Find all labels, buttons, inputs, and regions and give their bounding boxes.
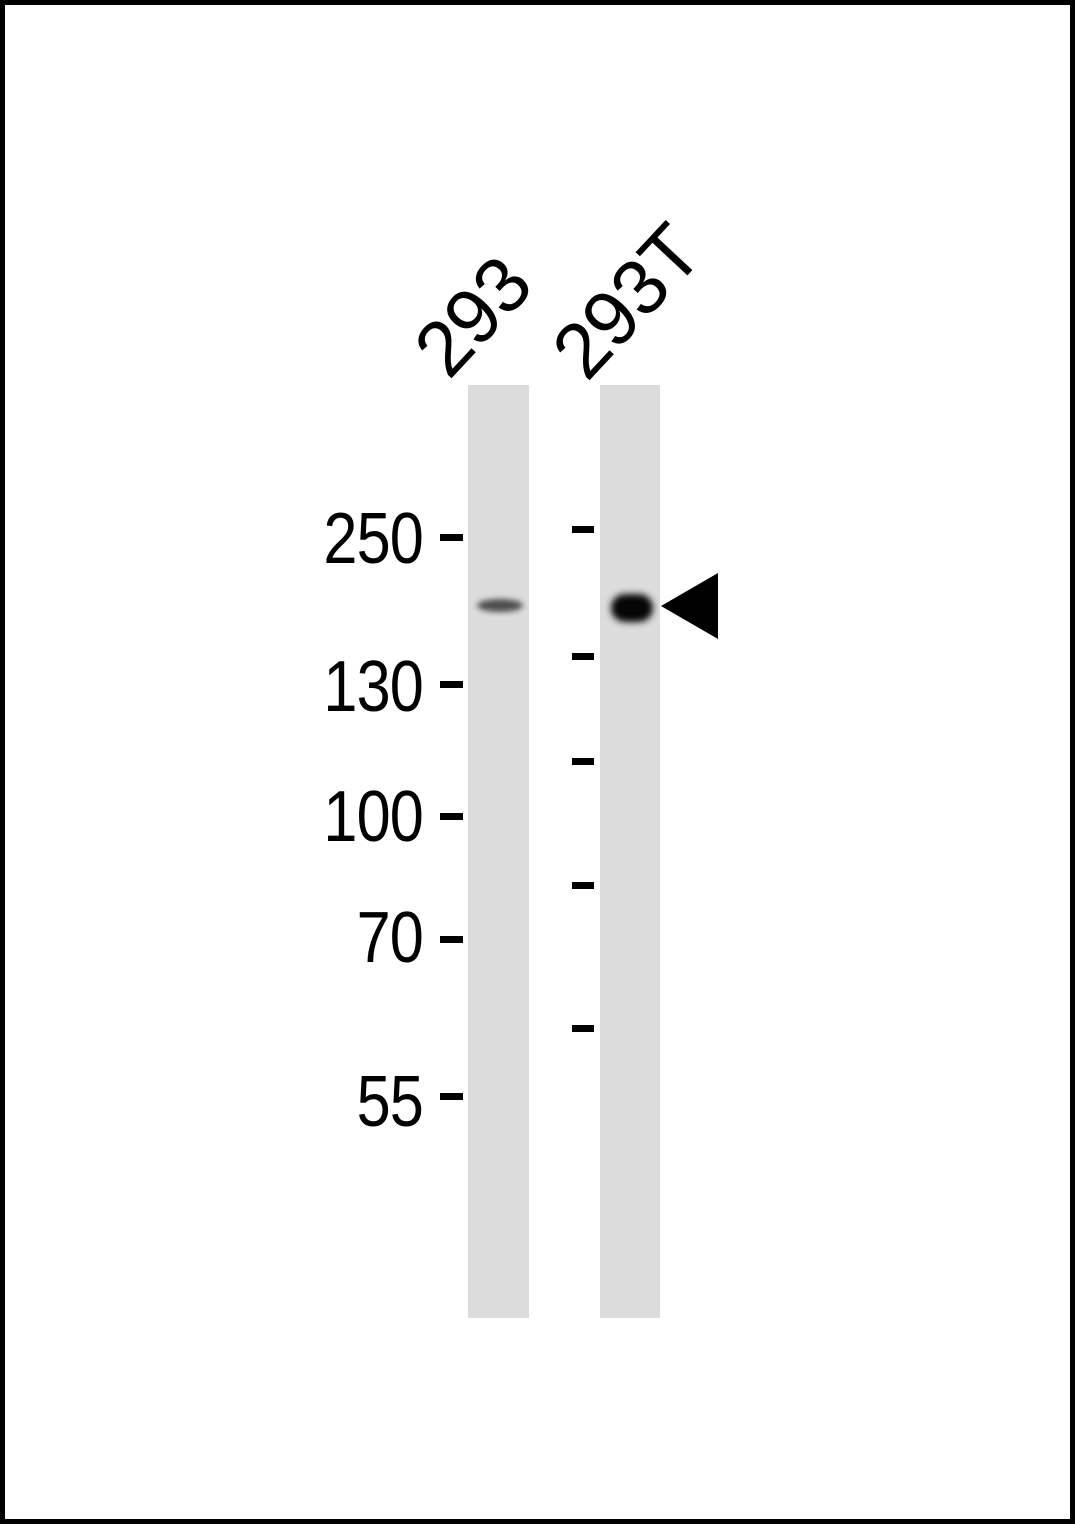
mw-tick-130 <box>440 681 463 688</box>
mw-tick-250 <box>440 534 463 541</box>
band-293t <box>611 594 653 622</box>
gel-lane-293t <box>600 385 660 1318</box>
ladder-tick-1 <box>572 526 594 533</box>
band-293 <box>477 599 523 612</box>
left-arrowhead-icon <box>661 573 718 639</box>
mw-label-70: 70 <box>356 898 424 978</box>
mw-tick-100 <box>440 813 463 820</box>
gel-lane-293 <box>468 385 529 1318</box>
mw-tick-70 <box>440 936 463 943</box>
mw-label-130: 130 <box>323 647 423 727</box>
mw-tick-55 <box>440 1093 463 1100</box>
ladder-tick-2 <box>572 653 594 660</box>
lane-label-293: 293 <box>396 239 549 393</box>
ladder-tick-5 <box>572 1025 594 1032</box>
mw-label-250: 250 <box>323 499 423 579</box>
ladder-tick-4 <box>572 882 594 889</box>
ladder-tick-3 <box>572 758 594 765</box>
mw-label-55: 55 <box>356 1062 424 1142</box>
lane-label-293t: 293T <box>534 207 718 395</box>
mw-label-100: 100 <box>323 777 423 857</box>
